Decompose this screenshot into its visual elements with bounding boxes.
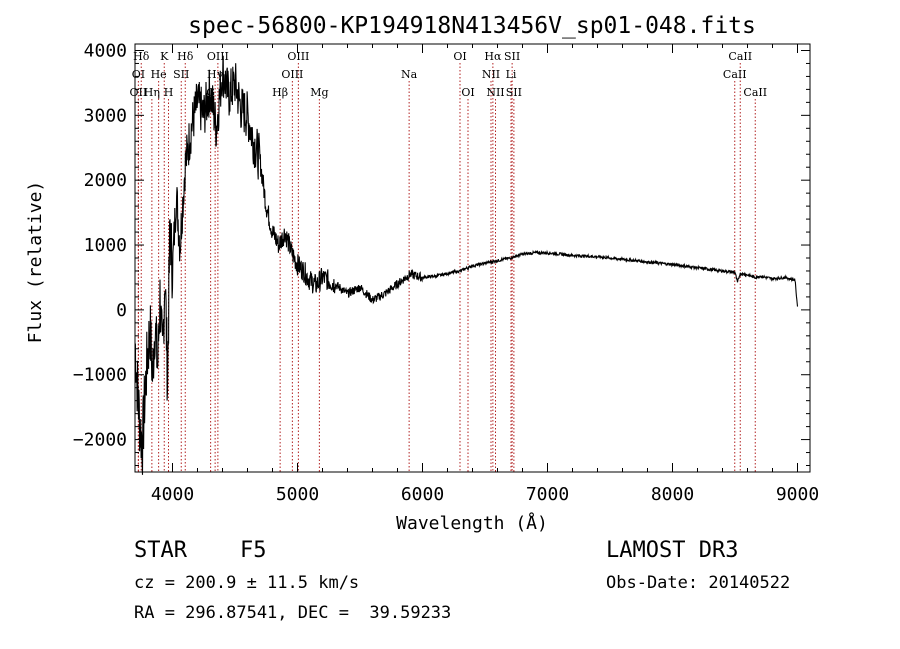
x-tick-label: 6000	[401, 484, 444, 505]
y-tick-label: 3000	[84, 105, 127, 126]
sky-coordinates: RA = 296.87541, DEC = 39.59233	[134, 603, 452, 623]
line-label: OII	[130, 86, 148, 99]
spectrum-line	[134, 55, 799, 475]
y-tick-label: 0	[116, 300, 127, 321]
object-class: STAR	[134, 538, 187, 563]
x-tick-label: 7000	[526, 484, 569, 505]
line-label: Hδ	[133, 50, 150, 63]
line-label: Mg	[310, 86, 328, 99]
line-label: OIII	[207, 50, 229, 63]
line-label: H	[164, 86, 174, 99]
line-label: CaII	[743, 86, 767, 99]
line-label: NII	[482, 68, 500, 81]
line-label: OI	[461, 86, 474, 99]
y-tick-label: 1000	[84, 235, 127, 256]
x-tick-label: 9000	[776, 484, 819, 505]
line-label: Hβ	[272, 86, 288, 99]
chart-title: spec-56800-KP194918N413456V_sp01-048.fit…	[188, 13, 756, 39]
line-label: NII	[486, 86, 504, 99]
line-label: Hγ	[207, 68, 224, 81]
object-subclass: F5	[240, 538, 267, 563]
line-label: OIII	[281, 68, 303, 81]
observation-date: Obs-Date: 20140522	[606, 573, 791, 593]
line-label: CaII	[728, 50, 752, 63]
line-label: Li	[506, 68, 517, 81]
line-label: He	[151, 68, 167, 81]
line-label: Na	[401, 68, 418, 81]
y-axis-label: Flux (relative)	[25, 181, 46, 344]
line-label: OI	[132, 68, 145, 81]
line-label: SII	[504, 50, 520, 63]
plot-frame	[134, 43, 811, 473]
x-axis-label: Wavelength (Å)	[396, 512, 548, 534]
line-label: OIII	[287, 50, 309, 63]
x-tick-label: 8000	[651, 484, 694, 505]
y-tick-label: −2000	[73, 430, 127, 451]
line-label: Hη	[144, 86, 160, 99]
y-axis: −2000 −1000 0 1000 2000 3000 4000	[73, 40, 810, 467]
line-label: Hα	[484, 50, 502, 63]
y-tick-label: 2000	[84, 170, 127, 191]
x-tick-label: 4000	[151, 484, 194, 505]
line-label: Hδ	[177, 50, 194, 63]
line-label: CaII	[723, 68, 747, 81]
line-label: OI	[453, 50, 466, 63]
line-label: SII	[506, 86, 522, 99]
x-tick-label: 5000	[276, 484, 319, 505]
line-label: SII	[173, 68, 189, 81]
x-axis: 4000 5000 6000 7000 8000 9000	[151, 44, 819, 505]
y-tick-label: −1000	[73, 365, 127, 386]
y-tick-label: 4000	[84, 40, 127, 61]
survey-name: LAMOST DR3	[606, 538, 739, 563]
redshift-velocity: cz = 200.9 ± 11.5 km/s	[134, 573, 360, 593]
line-label: K	[160, 50, 169, 63]
